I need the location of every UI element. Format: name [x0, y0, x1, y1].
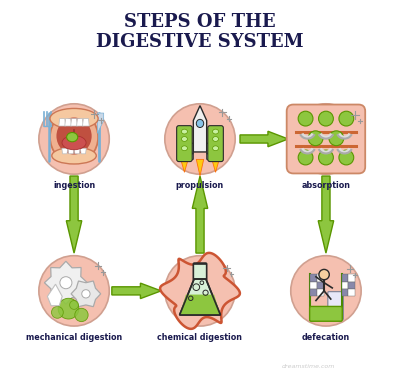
Text: dreamstime.com: dreamstime.com: [282, 364, 335, 369]
FancyBboxPatch shape: [177, 125, 192, 161]
Polygon shape: [348, 289, 355, 296]
Circle shape: [318, 111, 333, 126]
Polygon shape: [189, 152, 193, 160]
Circle shape: [291, 256, 361, 326]
Ellipse shape: [182, 136, 188, 141]
Polygon shape: [65, 119, 72, 126]
Polygon shape: [317, 274, 324, 282]
Circle shape: [58, 298, 79, 319]
Ellipse shape: [212, 136, 218, 141]
Circle shape: [60, 277, 72, 289]
Circle shape: [318, 150, 333, 165]
Ellipse shape: [67, 133, 78, 142]
Polygon shape: [310, 289, 317, 296]
Polygon shape: [192, 176, 208, 253]
Polygon shape: [47, 284, 62, 306]
Polygon shape: [193, 106, 207, 152]
Circle shape: [72, 135, 77, 141]
Ellipse shape: [212, 146, 218, 151]
FancyBboxPatch shape: [208, 125, 223, 161]
Circle shape: [319, 270, 329, 280]
Polygon shape: [66, 176, 82, 253]
Polygon shape: [317, 282, 324, 289]
Polygon shape: [74, 148, 80, 154]
Polygon shape: [71, 281, 101, 307]
Polygon shape: [196, 160, 204, 176]
Polygon shape: [342, 274, 348, 282]
Polygon shape: [310, 274, 317, 282]
Circle shape: [82, 290, 90, 298]
Text: mechanical digestion: mechanical digestion: [26, 333, 122, 342]
Circle shape: [39, 104, 109, 174]
Ellipse shape: [50, 108, 98, 129]
Circle shape: [165, 104, 235, 174]
Polygon shape: [62, 148, 68, 154]
Polygon shape: [97, 113, 104, 133]
Polygon shape: [348, 282, 355, 289]
Polygon shape: [318, 176, 334, 253]
Circle shape: [291, 104, 361, 174]
Polygon shape: [80, 148, 86, 154]
Polygon shape: [207, 143, 222, 154]
Polygon shape: [212, 160, 219, 172]
Polygon shape: [44, 261, 87, 304]
FancyBboxPatch shape: [193, 263, 207, 280]
Circle shape: [39, 256, 109, 326]
Text: propulsion: propulsion: [176, 181, 224, 190]
Ellipse shape: [196, 119, 204, 127]
Circle shape: [339, 111, 354, 126]
Polygon shape: [112, 283, 161, 299]
Text: DIGESTIVE SYSTEM: DIGESTIVE SYSTEM: [96, 33, 304, 51]
Ellipse shape: [62, 136, 86, 150]
Polygon shape: [180, 279, 220, 315]
FancyBboxPatch shape: [310, 307, 342, 321]
Polygon shape: [342, 289, 348, 296]
Text: STEPS OF THE: STEPS OF THE: [124, 13, 276, 31]
Text: absorption: absorption: [302, 181, 350, 190]
Circle shape: [52, 307, 63, 318]
Polygon shape: [207, 152, 211, 160]
Ellipse shape: [50, 111, 98, 163]
Ellipse shape: [212, 129, 218, 134]
Ellipse shape: [182, 129, 188, 134]
Circle shape: [70, 301, 78, 309]
Text: chemical digestion: chemical digestion: [158, 333, 242, 342]
Circle shape: [165, 256, 235, 326]
Polygon shape: [348, 274, 355, 282]
Polygon shape: [178, 143, 193, 154]
Polygon shape: [181, 160, 188, 172]
Circle shape: [298, 111, 313, 126]
Polygon shape: [180, 294, 220, 315]
FancyBboxPatch shape: [287, 105, 365, 174]
Ellipse shape: [182, 146, 188, 151]
Text: ingestion: ingestion: [53, 181, 95, 190]
Polygon shape: [59, 119, 66, 126]
Polygon shape: [82, 119, 89, 126]
Polygon shape: [342, 282, 348, 289]
Polygon shape: [310, 282, 317, 289]
Circle shape: [298, 150, 313, 165]
Polygon shape: [240, 131, 288, 147]
Ellipse shape: [52, 147, 96, 164]
Circle shape: [329, 131, 344, 146]
Circle shape: [75, 308, 88, 322]
Polygon shape: [317, 289, 324, 296]
FancyBboxPatch shape: [328, 291, 343, 320]
Text: defecation: defecation: [302, 333, 350, 342]
Circle shape: [339, 150, 354, 165]
Polygon shape: [77, 119, 83, 126]
Ellipse shape: [56, 118, 92, 155]
Circle shape: [308, 131, 323, 146]
Polygon shape: [68, 148, 74, 154]
Polygon shape: [71, 119, 77, 126]
Polygon shape: [160, 253, 240, 329]
